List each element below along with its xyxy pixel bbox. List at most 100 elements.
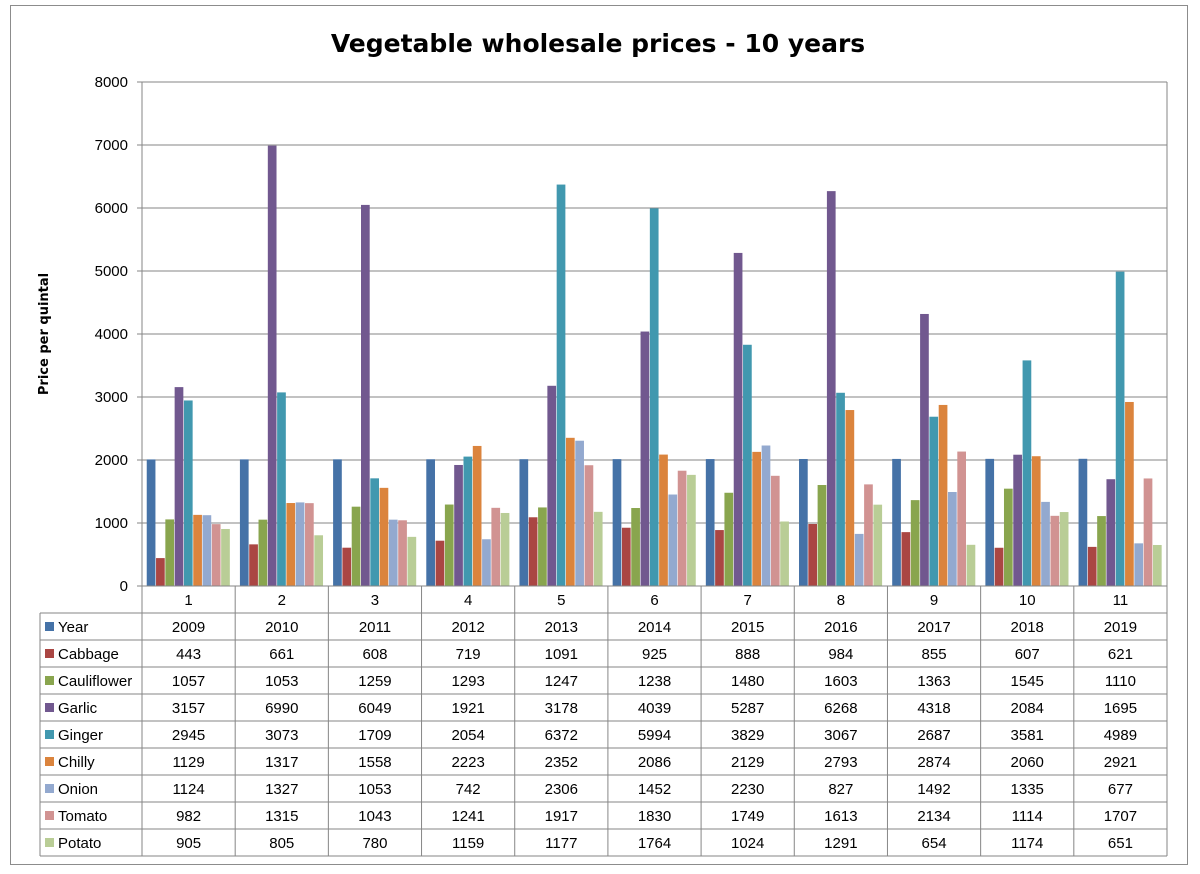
- bar-potato-2: [314, 535, 324, 586]
- data-label: 1129: [172, 754, 204, 771]
- y-axis-label: Price per quintal: [37, 273, 52, 395]
- bar-cabbage-9: [901, 532, 911, 586]
- data-label: 1315: [265, 808, 298, 825]
- bar-tomato-11: [1143, 478, 1153, 586]
- bar-ginger-1: [183, 400, 193, 586]
- data-label: 1291: [824, 835, 857, 852]
- data-label: 2060: [1011, 754, 1044, 771]
- x-tick-label: 1: [184, 592, 192, 609]
- data-label: 1159: [452, 835, 484, 852]
- bar-potato-6: [687, 474, 696, 586]
- data-label: 1259: [358, 673, 391, 690]
- y-tick-label: 0: [120, 578, 128, 595]
- data-label: 4989: [1104, 727, 1137, 744]
- data-label: 443: [176, 646, 201, 663]
- legend-key-cabbage: [45, 649, 54, 658]
- data-label: 2352: [545, 754, 578, 771]
- data-label: 1558: [358, 754, 391, 771]
- bar-chilly-8: [845, 410, 855, 586]
- bar-garlic-11: [1106, 479, 1116, 586]
- bar-onion-11: [1134, 543, 1144, 586]
- data-label: 1177: [545, 835, 577, 852]
- bar-chilly-3: [379, 487, 389, 586]
- bar-year-9: [892, 458, 901, 586]
- legend-label: Cabbage: [58, 646, 119, 663]
- bar-tomato-5: [584, 465, 594, 586]
- data-label: 661: [269, 646, 294, 663]
- bar-potato-3: [407, 536, 417, 586]
- data-label: 6049: [358, 700, 391, 717]
- bar-garlic-10: [1013, 454, 1022, 586]
- data-label: 1241: [451, 808, 484, 825]
- bar-onion-5: [575, 440, 584, 586]
- data-label: 6990: [265, 700, 298, 717]
- data-label: 2015: [731, 619, 764, 636]
- bar-ginger-8: [836, 392, 845, 586]
- bar-garlic-7: [733, 252, 743, 587]
- x-tick-label: 4: [464, 592, 472, 609]
- data-label: 1238: [638, 673, 671, 690]
- bar-chilly-4: [472, 445, 482, 586]
- bar-tomato-7: [770, 475, 780, 586]
- legend-label: Potato: [58, 835, 101, 852]
- data-label: 1363: [917, 673, 950, 690]
- data-label: 888: [735, 646, 760, 663]
- bar-cauliflower-9: [910, 500, 920, 586]
- data-label: 905: [176, 835, 201, 852]
- data-label: 3581: [1011, 727, 1044, 744]
- bar-tomato-6: [677, 470, 687, 586]
- data-label: 3178: [545, 700, 578, 717]
- data-table: 1 2 3 4 5 6 7 8 9 10 11 Year 2009 2010 2011 2012 2013 201…: [39, 585, 1168, 857]
- data-label: 1480: [731, 673, 764, 690]
- data-label: 984: [828, 646, 853, 663]
- data-label: 2129: [731, 754, 764, 771]
- bar-cabbage-10: [994, 547, 1004, 586]
- data-label: 1053: [265, 673, 298, 690]
- data-label: 1695: [1104, 700, 1137, 717]
- data-label: 2014: [638, 619, 671, 636]
- bar-ginger-11: [1115, 271, 1125, 586]
- bars: [146, 145, 1162, 587]
- data-label: 2010: [265, 619, 298, 636]
- bar-potato-10: [1059, 512, 1069, 586]
- bar-tomato-1: [211, 524, 221, 586]
- data-label: 1053: [358, 781, 391, 798]
- legend-label: Cauliflower: [58, 673, 132, 690]
- bar-tomato-10: [1050, 515, 1060, 586]
- data-label: 2921: [1104, 754, 1137, 771]
- bar-cabbage-6: [621, 527, 631, 586]
- data-label: 2793: [824, 754, 857, 771]
- data-label: 2306: [545, 781, 578, 798]
- data-label: 2019: [1104, 619, 1137, 636]
- bar-tomato-2: [305, 503, 314, 586]
- x-tick-label: 8: [837, 592, 845, 609]
- y-tick-label: 8000: [95, 74, 128, 91]
- bar-chilly-10: [1031, 456, 1041, 586]
- bar-year-2: [239, 459, 249, 586]
- bar-cabbage-7: [715, 530, 724, 586]
- data-label: 1830: [638, 808, 671, 825]
- data-label: 654: [922, 835, 947, 852]
- data-label: 2017: [917, 619, 950, 636]
- x-tick-label: 2: [278, 592, 286, 609]
- bar-potato-9: [966, 544, 976, 586]
- bar-year-7: [705, 459, 715, 586]
- data-label: 3829: [731, 727, 764, 744]
- bar-garlic-6: [640, 331, 650, 586]
- bar-cauliflower-11: [1097, 516, 1106, 586]
- bar-cauliflower-5: [538, 507, 547, 586]
- bar-garlic-4: [454, 464, 463, 586]
- axes: 0 1000 2000 3000 4000 5000 6000 7000 8000: [95, 74, 1168, 595]
- data-label: 2018: [1011, 619, 1044, 636]
- bar-ginger-9: [929, 416, 939, 586]
- bar-cauliflower-10: [1003, 488, 1013, 586]
- bar-ginger-3: [370, 478, 379, 586]
- bar-chilly-9: [938, 404, 948, 586]
- data-label: 2086: [638, 754, 671, 771]
- bar-potato-4: [500, 512, 510, 586]
- bar-potato-11: [1152, 544, 1162, 586]
- y-tick-label: 5000: [95, 263, 128, 280]
- bar-garlic-3: [361, 204, 370, 586]
- bar-chilly-7: [752, 451, 762, 586]
- bar-cauliflower-7: [724, 492, 734, 586]
